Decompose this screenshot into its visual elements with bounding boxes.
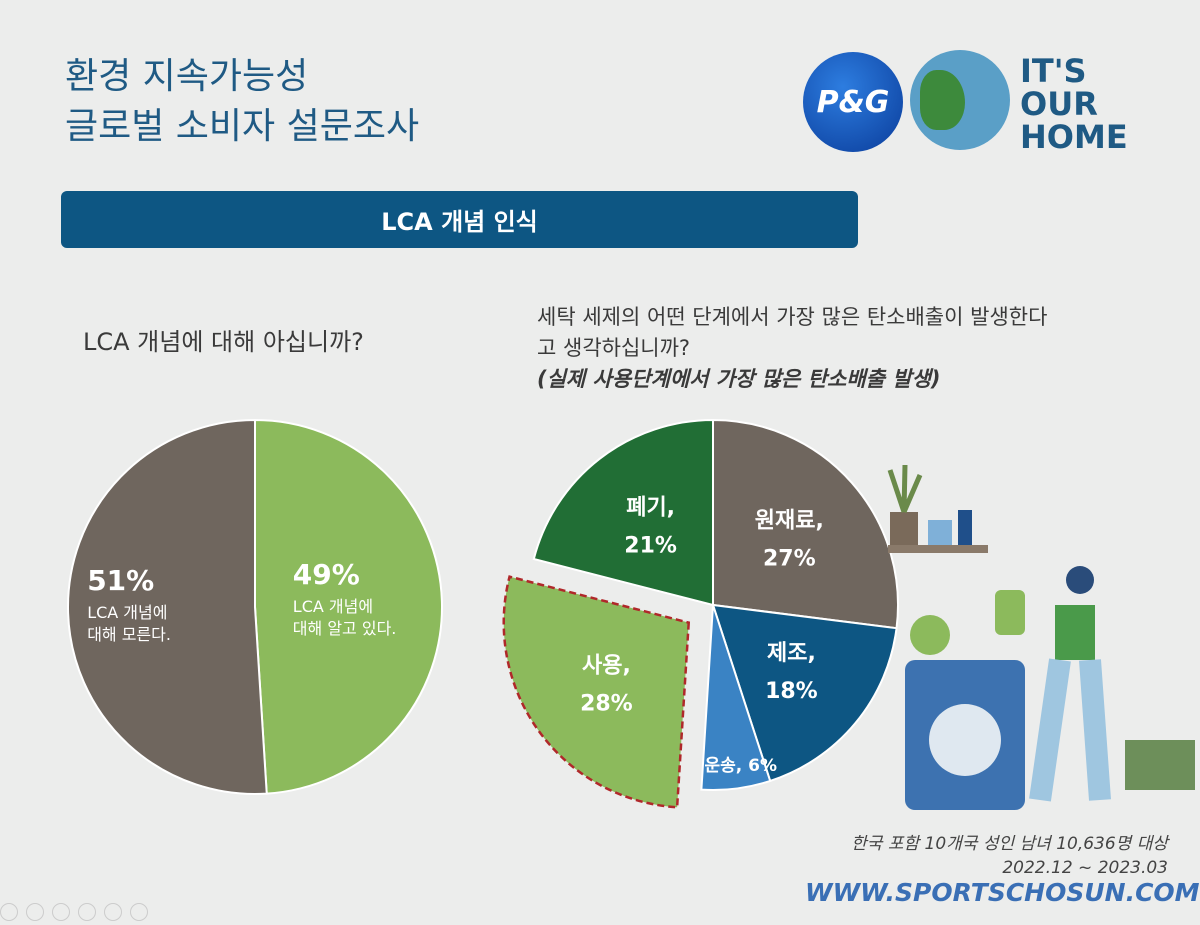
slice-label: 원재료, <box>755 509 824 534</box>
slice-percent: 51% <box>87 564 154 597</box>
pie-slice <box>502 575 691 809</box>
slice-percent: 49% <box>293 558 360 591</box>
pie-slice <box>712 418 899 630</box>
slice-label: LCA 개념에 <box>293 597 373 616</box>
pie-slice <box>532 418 714 607</box>
pie-slice <box>711 603 898 783</box>
slice-label: 대해 모른다. <box>87 625 171 644</box>
slice-label: 폐기, <box>626 496 675 521</box>
slice-percent: 28% <box>580 691 633 716</box>
play-icon[interactable] <box>26 903 44 921</box>
pie-slice <box>254 418 443 795</box>
slice-label: 제조, <box>767 641 816 666</box>
section-banner: LCA 개념 인식 <box>61 191 858 248</box>
slice-percent: 18% <box>765 679 818 704</box>
watermark: WWW.SPORTSCHOSUN.COM <box>805 878 1200 907</box>
footnote-period: 2022.12 ~ 2023.03 <box>1002 858 1168 878</box>
pie-carbon-stage: 원재료, 27% 제조, 18% 운송, 6% 사용, 28% 폐기, 21% <box>502 418 899 809</box>
question-2-text: 세탁 세제의 어떤 단계에서 가장 많은 탄소배출이 발생한다고 생각하십니까? <box>537 305 1048 360</box>
slice-label: 운송, 6% <box>704 756 777 776</box>
slice-percent: 27% <box>763 547 816 572</box>
question-2-note: (실제 사용단계에서 가장 많은 탄소배출 발생) <box>537 367 941 391</box>
pie-slice <box>67 418 268 795</box>
zoom-icon[interactable] <box>104 903 122 921</box>
slice-label: LCA 개념에 <box>87 603 167 622</box>
earth-logo-icon <box>910 50 1010 150</box>
more-icon[interactable] <box>130 903 148 921</box>
slice-label: 사용, <box>582 653 631 678</box>
slides-icon[interactable] <box>78 903 96 921</box>
title-line-1: 환경 지속가능성 <box>65 56 309 97</box>
slice-percent: 21% <box>624 534 677 559</box>
question-1: LCA 개념에 대해 아십니까? <box>83 328 364 356</box>
footnote: 한국 포함 10개국 성인 남녀 10,636명 대상 2022.12 ~ 202… <box>851 832 1168 880</box>
prev-icon[interactable] <box>0 903 18 921</box>
footnote-sample: 한국 포함 10개국 성인 남녀 10,636명 대상 <box>851 834 1168 854</box>
pg-logo: P&G <box>803 52 903 152</box>
pie-slice <box>700 604 772 791</box>
its-our-home-logo: IT'S OUR HOME <box>1020 52 1128 156</box>
pen-icon[interactable] <box>52 903 70 921</box>
slide-controls <box>0 903 148 921</box>
question-2: 세탁 세제의 어떤 단계에서 가장 많은 탄소배출이 발생한다고 생각하십니까?… <box>537 302 1057 395</box>
title-line-2: 글로벌 소비자 설문조사 <box>65 106 420 147</box>
laundry-illustration <box>887 464 1195 810</box>
slice-label: 대해 알고 있다. <box>293 619 397 638</box>
